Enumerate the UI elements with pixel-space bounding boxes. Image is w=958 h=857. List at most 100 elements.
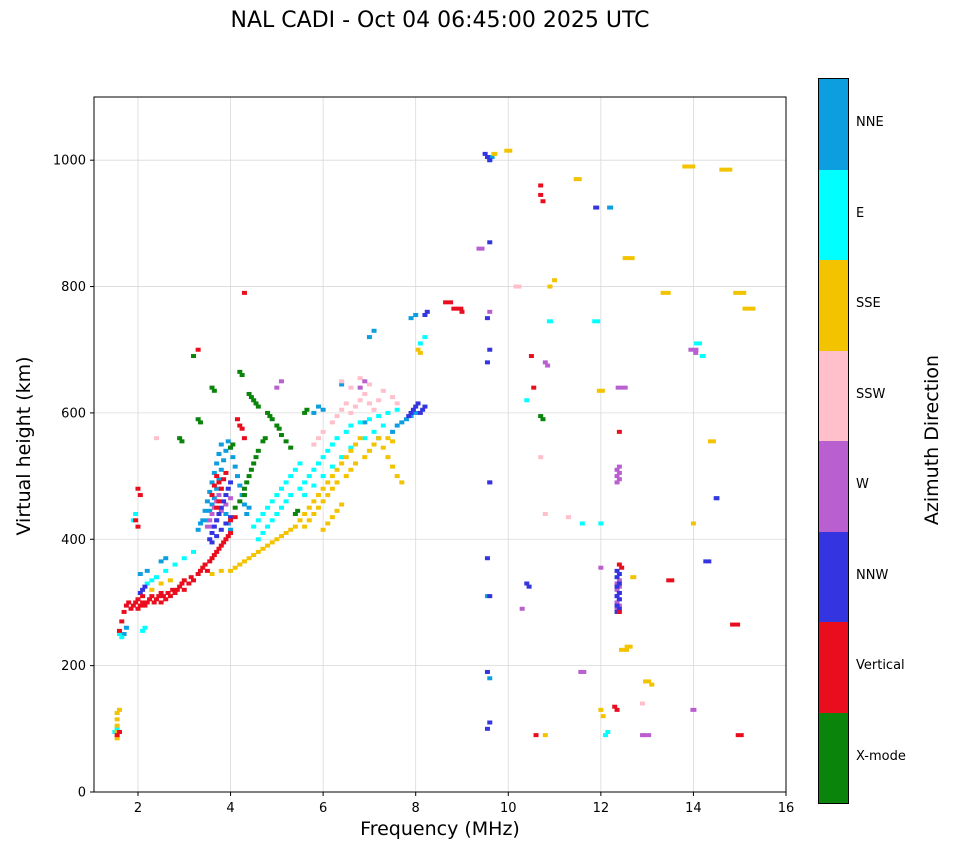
data-point-nne [225, 439, 231, 444]
data-point-w [693, 350, 699, 355]
data-point-sse [292, 524, 298, 529]
data-point-w [207, 518, 213, 523]
data-point-nne [607, 205, 614, 210]
data-point-vertical [174, 587, 180, 592]
data-point-vertical [237, 423, 243, 428]
colorbar-swatch-ssw [819, 350, 848, 441]
data-point-sse [649, 682, 655, 687]
data-point-vertical [130, 603, 136, 608]
data-point-vertical [181, 587, 187, 592]
data-point-w [578, 669, 587, 674]
data-point-ssw [348, 410, 354, 415]
data-point-sse [371, 442, 377, 447]
data-point-x-mode [230, 442, 236, 447]
data-point-vertical [204, 568, 210, 573]
data-point-nnw [420, 407, 426, 412]
data-point-sse [660, 290, 671, 295]
data-point-sse [209, 572, 215, 577]
data-point-nnw [484, 556, 490, 561]
colorbar-label-sse: SSE [856, 296, 881, 312]
y-tick-label: 1000 [53, 154, 86, 169]
data-point-w [615, 385, 628, 390]
data-point-sse [707, 439, 716, 444]
data-point-vertical [211, 483, 217, 488]
data-point-nnw [417, 410, 423, 415]
data-point-x-mode [248, 467, 254, 472]
data-point-vertical [123, 603, 129, 608]
data-point-w [228, 496, 234, 501]
data-point-w [209, 512, 215, 516]
data-point-vertical [128, 606, 134, 611]
data-point-vertical [197, 568, 203, 573]
data-point-sse [329, 474, 335, 479]
data-point-sse [547, 284, 553, 289]
data-point-e [142, 625, 148, 630]
data-point-vertical [133, 518, 139, 523]
data-point-vertical [135, 524, 141, 529]
data-point-vertical [135, 486, 141, 491]
data-point-vertical [214, 505, 220, 510]
data-point-vertical [135, 597, 141, 602]
data-point-ssw [311, 442, 317, 447]
data-point-nne [121, 632, 127, 637]
data-point-nnw [524, 581, 530, 586]
data-point-nne [211, 496, 217, 501]
data-point-vertical [167, 594, 173, 599]
data-point-vertical [616, 562, 622, 567]
data-point-ssw [357, 376, 363, 381]
data-point-vertical [666, 578, 675, 583]
data-point-ssw [353, 404, 359, 409]
data-point-vertical [126, 600, 132, 605]
data-point-e [371, 429, 377, 434]
data-point-e [315, 461, 321, 466]
data-point-ssw [334, 414, 340, 419]
data-point-ssw [538, 455, 544, 460]
data-point-nne [362, 420, 368, 425]
data-point-nnw [408, 410, 414, 415]
data-point-ssw [565, 515, 571, 520]
data-point-x-mode [228, 445, 234, 450]
data-point-vertical [730, 622, 741, 627]
data-point-sse [329, 515, 335, 520]
data-point-vertical [459, 309, 465, 314]
data-point-vertical [153, 597, 159, 602]
data-point-x-mode [237, 369, 243, 374]
data-point-e [274, 493, 280, 498]
data-point-ssw [542, 512, 548, 516]
data-point-nne [209, 502, 215, 507]
data-point-vertical [172, 590, 178, 595]
data-point-e [422, 335, 428, 340]
data-point-sse [320, 499, 326, 504]
data-point-sse [598, 707, 604, 712]
data-point-sse [311, 499, 317, 504]
chart-title: NAL CADI - Oct 04 06:45:00 2025 UTC [230, 8, 650, 33]
data-point-sse [357, 436, 363, 441]
data-point-x-mode [295, 508, 301, 513]
data-point-e [283, 480, 289, 485]
data-point-nnw [211, 524, 217, 529]
colorbar-swatch-nnw [819, 531, 848, 622]
data-point-nnw [228, 515, 234, 520]
data-point-nnw [703, 559, 712, 564]
data-point-vertical [443, 300, 454, 305]
data-point-vertical [140, 600, 146, 605]
data-point-vertical [140, 594, 146, 599]
data-point-sse [385, 455, 391, 460]
data-point-vertical [177, 584, 183, 589]
data-point-vertical [195, 572, 201, 577]
data-point-w [616, 578, 622, 583]
data-point-vertical [616, 429, 622, 434]
data-point-e [297, 461, 303, 466]
data-point-sse [255, 549, 261, 554]
data-point-e [260, 512, 266, 516]
data-point-e [605, 729, 611, 734]
data-point-vertical [170, 587, 176, 592]
data-point-nnw [484, 316, 490, 321]
colorbar-swatch-w [819, 441, 848, 532]
data-point-nnw [413, 404, 419, 409]
data-point-sse [114, 717, 120, 722]
data-point-x-mode [283, 439, 289, 444]
data-point-sse [167, 578, 173, 583]
data-point-ssw [394, 401, 400, 406]
